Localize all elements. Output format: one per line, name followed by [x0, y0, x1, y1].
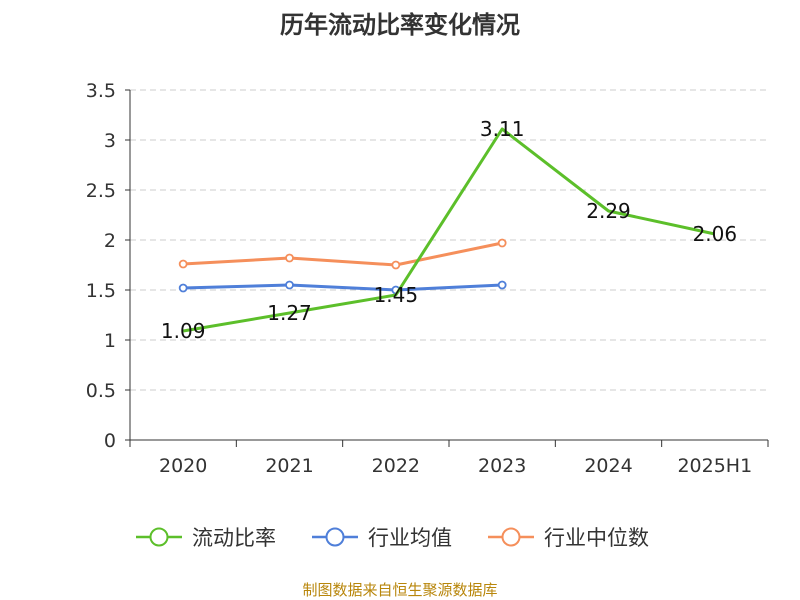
data-label: 1.45 [374, 283, 419, 307]
x-tick-label: 2020 [159, 455, 207, 477]
y-tick-label: 1 [104, 330, 116, 352]
legend-swatch-marker [325, 527, 345, 547]
y-tick-label: 2 [104, 230, 116, 252]
series-point-1 [497, 280, 507, 290]
legend-label: 行业均值 [368, 526, 452, 550]
series-point-2 [497, 238, 507, 248]
series-line-0 [182, 127, 716, 333]
y-tick-label: 1.5 [86, 280, 116, 302]
series-line-2 [183, 241, 503, 267]
series-line-1 [183, 283, 503, 292]
legend-label: 流动比率 [192, 526, 276, 550]
x-tick-label: 2021 [265, 455, 313, 477]
y-tick-label: 0 [104, 430, 116, 452]
y-tick-label: 3 [104, 130, 116, 152]
series-point-2 [391, 260, 401, 270]
series-point-1 [285, 280, 294, 290]
chart-title: 历年流动比率变化情况 [280, 11, 520, 39]
y-tick-label: 3.5 [86, 80, 116, 102]
x-tick-label: 2022 [372, 455, 420, 477]
x-tick-label: 2024 [584, 455, 632, 477]
y-tick-label: 2.5 [86, 180, 116, 202]
legend-swatch-marker [501, 527, 521, 547]
series-point-1 [178, 283, 188, 293]
x-tick-label: 2025H1 [677, 455, 752, 477]
data-label: 1.09 [161, 319, 206, 343]
legend-label: 行业中位数 [544, 526, 649, 550]
legend-swatch-marker [149, 527, 169, 547]
x-tick-label: 2023 [478, 455, 526, 477]
y-tick-label: 0.5 [86, 380, 116, 402]
data-label: 1.27 [267, 301, 312, 325]
data-label: 3.11 [480, 117, 525, 141]
series-point-2 [285, 253, 294, 263]
data-label: 2.29 [586, 199, 631, 223]
series-point-2 [178, 259, 188, 269]
data-label: 2.06 [693, 222, 738, 246]
source-note: 制图数据来自恒生聚源数据库 [302, 581, 497, 599]
